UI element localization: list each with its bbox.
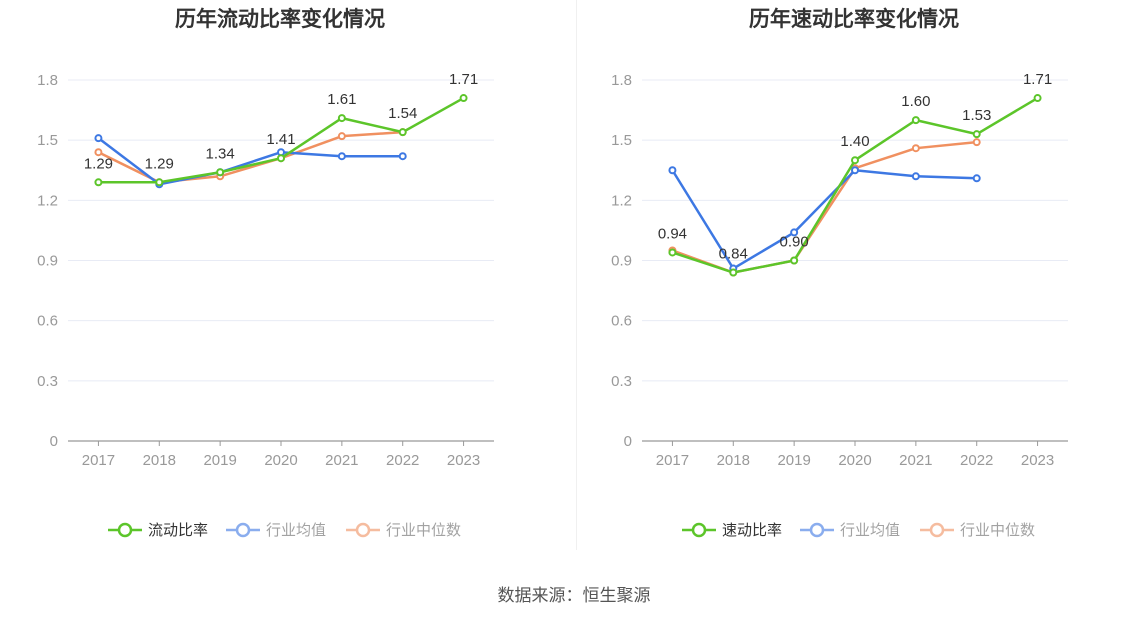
chart-title: 历年速动比率变化情况 (749, 7, 959, 31)
data-point[interactable] (337, 132, 346, 141)
data-label: 1.61 (327, 91, 356, 108)
y-tick-label: 1.2 (611, 192, 632, 209)
x-tick-label: 2023 (1021, 452, 1054, 469)
legend-label: 行业中位数 (386, 521, 461, 539)
data-label: 1.29 (145, 155, 174, 172)
x-tick-label: 2017 (82, 452, 115, 469)
y-tick-label: 0.3 (37, 373, 58, 390)
data-point[interactable] (459, 94, 468, 103)
x-tick-label: 2020 (838, 452, 871, 469)
y-tick-label: 1.8 (37, 72, 58, 89)
data-point[interactable] (729, 268, 738, 277)
data-point[interactable] (790, 228, 799, 237)
x-tick-label: 2021 (325, 452, 358, 469)
legend-label: 流动比率 (148, 521, 208, 539)
series-line (97, 137, 403, 186)
data-label: 1.29 (84, 155, 113, 172)
data-point[interactable] (911, 144, 920, 153)
x-tick-label: 2023 (447, 452, 480, 469)
legend-marker (929, 522, 945, 538)
data-point[interactable] (155, 178, 164, 187)
data-source-note: 数据来源：恒生聚源 (497, 586, 651, 606)
legend-marker (235, 522, 251, 538)
y-tick-label: 1.8 (611, 72, 632, 89)
data-point[interactable] (216, 168, 225, 177)
data-label: 1.40 (840, 133, 869, 150)
data-label: 1.34 (206, 145, 235, 162)
data-label: 0.84 (719, 246, 748, 263)
data-label: 1.71 (1023, 71, 1052, 88)
y-tick-label: 0.9 (37, 253, 58, 270)
data-point[interactable] (337, 114, 346, 123)
y-tick-label: 0 (50, 433, 58, 450)
y-tick-label: 1.5 (37, 132, 58, 149)
y-tick-label: 0.9 (611, 253, 632, 270)
data-point[interactable] (851, 156, 859, 165)
legend-item[interactable]: 行业中位数 (346, 521, 461, 539)
y-tick-label: 1.2 (37, 192, 58, 209)
data-point[interactable] (851, 166, 859, 175)
data-point[interactable] (398, 128, 407, 137)
x-tick-label: 2017 (656, 452, 689, 469)
x-tick-label: 2018 (717, 452, 750, 469)
legend-label: 行业均值 (266, 521, 326, 539)
legend-label: 行业均值 (840, 521, 900, 539)
legend-item[interactable]: 流动比率 (108, 521, 208, 539)
data-label: 0.94 (658, 225, 687, 242)
current-ratio-chart: 历年流动比率变化情况 0 0.3 0.6 0.9 1.2 1.5 1.8 2017 2018 201… (37, 7, 494, 539)
y-tick-label: 0.6 (37, 313, 58, 330)
series-line (671, 169, 977, 270)
data-label: 1.41 (266, 131, 295, 148)
data-point[interactable] (277, 154, 285, 163)
current-ratio-chart-panel: 历年流动比率变化情况 0 0.3 0.6 0.9 1.2 1.5 1.8 2017 2018 201… (0, 0, 574, 560)
y-tick-label: 1.5 (611, 132, 632, 149)
y-tick-label: 0 (624, 433, 632, 450)
data-label: 1.53 (962, 107, 991, 124)
legend-marker (691, 522, 707, 538)
data-label: 1.54 (388, 105, 417, 122)
data-point[interactable] (972, 130, 981, 139)
legend-marker (809, 522, 825, 538)
data-point[interactable] (398, 152, 407, 161)
legend-marker (355, 522, 371, 538)
legend-label: 行业中位数 (960, 521, 1035, 539)
quick-ratio-chart-panel: 历年速动比率变化情况 0 0.3 0.6 0.9 1.2 1.5 1.8 2017 2018 201… (574, 0, 1148, 560)
legend-marker (117, 522, 133, 538)
data-label: 1.60 (901, 93, 930, 110)
quick-ratio-chart: 历年速动比率变化情况 0 0.3 0.6 0.9 1.2 1.5 1.8 2017 2018 201… (611, 7, 1068, 539)
x-tick-label: 2018 (143, 452, 176, 469)
data-point[interactable] (94, 178, 103, 187)
x-tick-label: 2019 (203, 452, 236, 469)
panel-divider (576, 0, 577, 550)
y-tick-label: 0.3 (611, 373, 632, 390)
data-point[interactable] (911, 116, 920, 125)
data-point[interactable] (337, 152, 346, 161)
x-tick-label: 2021 (899, 452, 932, 469)
x-tick-label: 2022 (960, 452, 993, 469)
x-tick-label: 2022 (386, 452, 419, 469)
data-point[interactable] (668, 166, 677, 175)
legend-item[interactable]: 速动比率 (682, 521, 782, 539)
x-tick-label: 2020 (264, 452, 297, 469)
data-point[interactable] (1033, 94, 1042, 103)
legend-item[interactable]: 行业均值 (800, 521, 900, 539)
chart-title: 历年流动比率变化情况 (175, 7, 385, 31)
data-point[interactable] (668, 248, 677, 257)
data-point[interactable] (94, 134, 103, 143)
data-point[interactable] (790, 256, 799, 265)
data-point[interactable] (972, 174, 981, 183)
data-point[interactable] (972, 138, 981, 147)
y-tick-label: 0.6 (611, 313, 632, 330)
data-label: 1.71 (449, 71, 478, 88)
data-point[interactable] (94, 148, 103, 157)
legend-item[interactable]: 行业均值 (226, 521, 326, 539)
x-tick-label: 2019 (777, 452, 810, 469)
data-point[interactable] (911, 172, 920, 181)
legend-label: 速动比率 (722, 521, 782, 539)
data-label: 0.90 (780, 234, 809, 251)
legend-item[interactable]: 行业中位数 (920, 521, 1035, 539)
